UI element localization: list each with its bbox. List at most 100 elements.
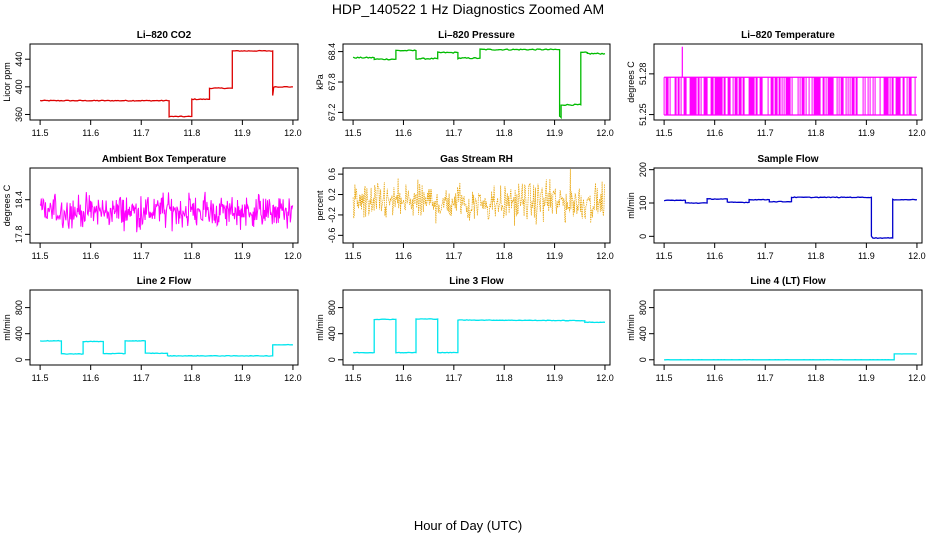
x-tick-label: 11.7 <box>445 128 462 138</box>
panel-title: Sample Flow <box>757 154 818 165</box>
y-tick-label: 200 <box>638 162 648 177</box>
y-tick-label: 400 <box>638 326 648 341</box>
x-tick-label: 11.9 <box>546 251 563 261</box>
panel-title: Ambient Box Temperature <box>102 154 227 165</box>
y-axis-label: degrees C <box>626 61 636 103</box>
y-tick-label: 100 <box>638 195 648 210</box>
x-tick-label: 11.9 <box>234 251 251 261</box>
x-tick-label: 11.8 <box>807 373 824 383</box>
x-tick-label: 11.7 <box>133 373 150 383</box>
x-tick-label: 12.0 <box>908 251 926 261</box>
y-tick-label: 0.2 <box>327 188 337 201</box>
x-tick-label: 11.9 <box>234 128 251 138</box>
panel-title: Line 2 Flow <box>137 276 192 287</box>
x-tick-label: 11.6 <box>706 251 723 261</box>
y-axis-label: kPa <box>315 74 325 90</box>
x-tick-label: 11.8 <box>496 251 513 261</box>
x-tick-label: 11.5 <box>656 373 673 383</box>
x-tick-label: 11.8 <box>807 251 824 261</box>
x-tick-label: 11.5 <box>32 251 49 261</box>
panel-title: Line 4 (LT) Flow <box>750 276 826 287</box>
y-tick-label: 440 <box>14 52 24 67</box>
x-tick-label: 11.6 <box>82 128 99 138</box>
panel-7: Line 3 Flow ml/min 11.5 11.6 11.7 11.8 11.9 12.… <box>315 276 614 383</box>
x-tick-label: 11.5 <box>345 373 362 383</box>
series-line <box>663 196 917 239</box>
y-tick-label: 67.8 <box>327 73 337 91</box>
x-tick-label: 12.0 <box>908 373 926 383</box>
x-tick-label: 12.0 <box>908 128 926 138</box>
y-tick-label: 400 <box>14 326 24 341</box>
x-tick-label: 11.7 <box>133 128 150 138</box>
y-axis-label: ml/min <box>626 192 636 219</box>
x-tick-label: 11.6 <box>395 251 412 261</box>
x-tick-label: 11.6 <box>706 128 723 138</box>
panel-6: Line 2 Flow ml/min 11.5 11.6 11.7 11.8 11.9 12.… <box>2 276 302 383</box>
y-axis-label: ml/min <box>2 314 12 341</box>
x-tick-label: 11.5 <box>32 373 49 383</box>
x-tick-label: 11.6 <box>395 128 412 138</box>
series-line <box>39 49 293 118</box>
x-tick-label: 11.6 <box>82 251 99 261</box>
series-line <box>40 339 293 357</box>
y-tick-label: 800 <box>638 300 648 315</box>
y-axis-label: Licor ppm <box>2 62 12 102</box>
x-tick-label: 11.9 <box>858 128 875 138</box>
plot-frame <box>29 289 299 366</box>
y-axis-label: degrees C <box>2 184 12 226</box>
plot-frame <box>342 43 611 121</box>
plot-frame <box>29 167 299 244</box>
x-axis-title: Hour of Day (UTC) <box>413 518 523 533</box>
x-tick-label: 11.9 <box>546 128 563 138</box>
y-tick-label: -0.6 <box>327 228 337 244</box>
panel-5: Sample Flow ml/min 11.5 11.6 11.7 11.8 11.9 12.… <box>626 154 926 261</box>
x-tick-label: 11.8 <box>807 128 824 138</box>
y-tick-label: 360 <box>14 107 24 122</box>
y-tick-label: -0.2 <box>327 207 337 223</box>
panel-8: Line 4 (LT) Flow ml/min 11.5 11.6 11.7 11.8 11… <box>626 276 926 383</box>
y-tick-label: 0 <box>638 234 648 239</box>
x-tick-label: 11.8 <box>496 128 513 138</box>
x-tick-label: 11.7 <box>757 128 774 138</box>
plot-frame <box>29 43 299 121</box>
plot-frame <box>653 43 923 121</box>
y-tick-label: 0.6 <box>327 168 337 181</box>
panel-title: Gas Stream RH <box>440 154 513 165</box>
y-axis-label: ml/min <box>315 314 325 341</box>
y-tick-label: 51.25 <box>638 103 648 126</box>
y-tick-label: 17.8 <box>14 226 24 244</box>
y-tick-label: 51.28 <box>638 63 648 86</box>
y-tick-label: 18.4 <box>14 191 24 209</box>
x-tick-label: 11.7 <box>133 251 150 261</box>
x-tick-label: 11.5 <box>345 251 362 261</box>
y-tick-label: 68.4 <box>327 43 337 61</box>
series-line <box>352 318 606 354</box>
y-axis-label: percent <box>315 190 325 221</box>
y-tick-label: 800 <box>14 300 24 315</box>
x-tick-label: 11.9 <box>546 373 563 383</box>
series-bars <box>663 77 916 115</box>
y-tick-label: 67.2 <box>327 104 337 122</box>
x-tick-label: 11.7 <box>757 373 774 383</box>
x-tick-label: 12.0 <box>284 251 302 261</box>
x-tick-label: 11.7 <box>445 373 462 383</box>
panel-0: Li–820 CO2 Licor ppm 11.5 11.6 11.7 11.8 11.9 1… <box>2 30 302 138</box>
x-tick-label: 11.8 <box>183 373 200 383</box>
panel-1: Li–820 Pressure kPa 11.5 11.6 11.7 11.8 11.9 12… <box>315 30 614 138</box>
x-tick-label: 11.5 <box>656 128 673 138</box>
x-tick-label: 11.6 <box>82 373 99 383</box>
panel-title: Line 3 Flow <box>449 276 504 287</box>
plot-frame <box>342 289 611 366</box>
y-axis-label: ml/min <box>626 314 636 341</box>
x-tick-label: 11.5 <box>656 251 673 261</box>
panel-title: Li–820 Temperature <box>741 30 835 41</box>
x-tick-label: 11.5 <box>32 128 49 138</box>
plot-frame <box>342 167 611 244</box>
x-tick-label: 12.0 <box>596 373 614 383</box>
x-tick-label: 11.9 <box>858 251 875 261</box>
x-tick-label: 12.0 <box>596 128 614 138</box>
y-tick-label: 0 <box>14 357 24 362</box>
x-tick-label: 11.8 <box>496 373 513 383</box>
x-tick-label: 12.0 <box>284 128 302 138</box>
